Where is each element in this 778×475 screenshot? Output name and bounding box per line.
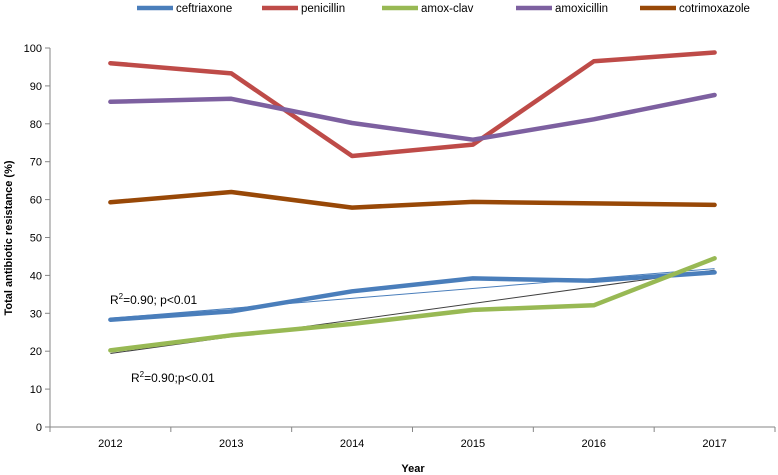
legend-label-cotrimoxazole: cotrimoxazole: [679, 3, 750, 15]
x-axis-title: Year: [401, 463, 425, 475]
series-line-amoxicillin: [108, 92, 717, 142]
y-tick-label: 80: [30, 119, 42, 131]
y-tick-label: 60: [30, 195, 42, 207]
y-tick-label: 20: [30, 346, 42, 358]
legend: ceftriaxone penicillin amox-clav amoxicilli…: [137, 3, 750, 15]
axes: 0 10 20 30 40 50 60 70 80 90 100 2012 2013 2014 2015 20…: [24, 43, 776, 450]
series-line-ceftriaxone: [108, 270, 717, 322]
annotations: R2=0.90; p<0.01 R2=0.90;p<0.01: [110, 292, 215, 385]
y-tick-label: 0: [36, 422, 42, 434]
y-tick-label: 50: [30, 233, 42, 245]
x-tick-label: 2017: [702, 438, 726, 450]
y-tick-label: 40: [30, 270, 42, 282]
y-tick-label: 100: [24, 43, 42, 55]
series-line-cotrimoxazole: [108, 189, 717, 210]
y-axis-title: Total antibiotic resistance (%): [3, 160, 15, 315]
legend-label-amoxicillin: amoxicillin: [555, 3, 608, 15]
y-tick-label: 10: [30, 384, 42, 396]
x-tick-label: 2013: [219, 438, 243, 450]
y-tick-label: 90: [30, 81, 42, 93]
legend-label-ceftriaxone: ceftriaxone: [176, 3, 232, 15]
series-line-penicillin: [108, 50, 717, 159]
series-lines: [108, 50, 717, 353]
trendline-ceftriaxone: [110, 268, 715, 319]
legend-label-amox-clav: amox-clav: [421, 3, 474, 15]
legend-label-penicillin: penicillin: [301, 3, 345, 15]
x-tick-label: 2016: [582, 438, 606, 450]
series-line-amox-clav: [108, 256, 717, 353]
y-tick-label: 30: [30, 308, 42, 320]
y-tick-label: 70: [30, 157, 42, 169]
x-tick-label: 2015: [461, 438, 485, 450]
x-tick-label: 2014: [340, 438, 364, 450]
annotation-ceftriaxone-r2: R2=0.90; p<0.01: [110, 292, 198, 307]
annotation-amoxclav-r2: R2=0.90;p<0.01: [131, 370, 215, 385]
x-tick-label: 2012: [98, 438, 122, 450]
